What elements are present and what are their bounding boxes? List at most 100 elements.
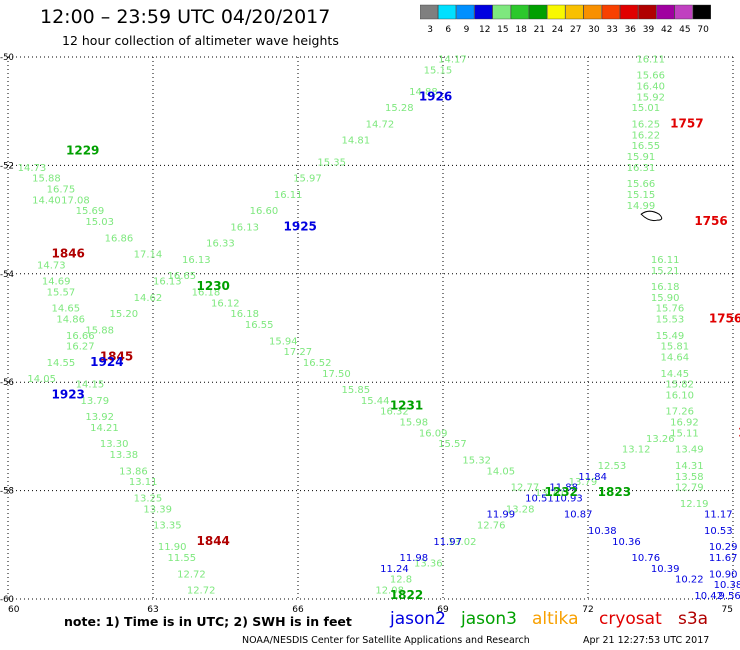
swh-value: 16.75 [47, 185, 76, 196]
pass-time-label: 1924 [90, 355, 123, 369]
satellite-legend-jason3: jason3 [461, 609, 517, 629]
swh-value: 10.87 [564, 510, 593, 521]
y-tick-label: -54 [0, 270, 14, 280]
swh-value: 15.15 [627, 190, 656, 201]
swh-value: 10.29 [709, 542, 738, 553]
pass-time-label: 1232 [545, 485, 578, 499]
timestamp-text: Apr 21 12:27:53 UTC 2017 [583, 635, 709, 646]
swh-value: 14.62 [134, 293, 163, 304]
swh-value: 14.31 [675, 461, 704, 472]
pass-time-label: 1756 [694, 214, 727, 228]
swh-value: 11.17 [704, 510, 733, 521]
swh-value: 15.91 [627, 152, 656, 163]
swh-value: 14.73 [37, 260, 66, 271]
swh-value: 15.66 [627, 179, 656, 190]
swh-value: 15.20 [110, 309, 139, 320]
swh-value: 11.97 [433, 537, 462, 548]
swh-value: 12.8 [390, 575, 412, 586]
swh-value: 14.64 [661, 353, 690, 364]
swh-value: 16.18 [651, 282, 680, 293]
swh-value: 14.55 [47, 358, 76, 369]
swh-value: 17.27 [284, 347, 313, 358]
swh-value: 14.17 [438, 54, 467, 65]
swh-value: 11.84 [578, 472, 607, 483]
swh-value: 16.11 [651, 255, 680, 266]
swh-value: 13.38 [110, 450, 139, 461]
swh-value: 15.81 [661, 342, 690, 353]
swh-value: 14.65 [52, 304, 81, 315]
swh-value: 14.73 [18, 163, 47, 174]
swh-value: 15.15 [424, 65, 453, 76]
swh-value: 16.13 [230, 222, 259, 233]
swh-value: 15.32 [462, 456, 491, 467]
pass-time-label: 1823 [598, 485, 631, 499]
swh-value: 13.35 [153, 521, 182, 532]
swh-value: 16.27 [66, 342, 95, 353]
swh-value: 15.57 [47, 287, 76, 298]
swh-value: 16.13 [153, 277, 182, 288]
swh-value: 14.40 [32, 195, 61, 206]
swh-value: 16.86 [105, 233, 134, 244]
swh-value: 16.11 [274, 190, 303, 201]
swh-value: 15.97 [293, 174, 322, 185]
swh-value: 14.86 [56, 315, 85, 326]
swh-value: 10.39 [651, 564, 680, 575]
swh-value: 16.33 [206, 239, 235, 250]
satellite-legend-jason2: jason2 [390, 609, 446, 629]
swh-value: 16.11 [636, 54, 665, 65]
pass-time-label: 1757 [670, 116, 703, 130]
swh-value: 16.18 [230, 309, 259, 320]
swh-value: 16.66 [66, 331, 95, 342]
swh-value: 15.21 [651, 266, 680, 277]
swh-value: 15.82 [665, 380, 694, 391]
swh-value: 15.88 [32, 174, 61, 185]
credit-text: NOAA/NESDIS Center for Satellite Applica… [242, 635, 530, 646]
swh-value: 11.67 [709, 553, 738, 564]
swh-value: 13.49 [675, 445, 704, 456]
swh-value: 12.19 [680, 499, 709, 510]
swh-value: 17.14 [134, 250, 163, 261]
y-tick-label: -52 [0, 161, 14, 171]
swh-value: 10.22 [675, 575, 704, 586]
swh-value: 16.92 [670, 418, 699, 429]
swh-value: 13.39 [143, 504, 172, 515]
swh-value: 14.69 [42, 277, 71, 288]
swh-value: 16.31 [627, 163, 656, 174]
swh-value: 16.12 [211, 298, 240, 309]
swh-value: 15.69 [76, 206, 105, 217]
swh-value: 10.90 [709, 569, 738, 580]
swh-value: 16.40 [636, 82, 665, 93]
swh-value: 15.76 [656, 304, 685, 315]
swh-value: 14.81 [342, 136, 371, 147]
pass-time-label: 1926 [419, 89, 452, 103]
pass-time-label: 1923 [52, 387, 85, 401]
swh-value: 15.92 [636, 92, 665, 103]
swh-value: 15.90 [651, 293, 680, 304]
swh-value: 14.99 [627, 201, 656, 212]
swh-value: 13.58 [675, 472, 704, 483]
swh-value: 15.03 [85, 217, 114, 228]
swh-value: 12.72 [187, 586, 216, 597]
pass-time-label: 1844 [197, 534, 230, 548]
swh-value: 10.38 [588, 526, 617, 537]
y-tick-label: -58 [0, 487, 14, 497]
pass-time-label: 1756 [709, 312, 740, 326]
swh-value: 11.99 [487, 510, 516, 521]
swh-value: 14.05 [27, 374, 56, 385]
swh-value: 15.94 [269, 336, 298, 347]
swh-value: 16.52 [303, 358, 332, 369]
swh-value: 13.30 [100, 439, 129, 450]
pass-time-label: 1822 [390, 588, 423, 602]
swh-value: 15.53 [656, 315, 685, 326]
x-tick-label: 60 [8, 605, 20, 615]
satellite-legend-s3a: s3a [678, 609, 708, 629]
swh-value: 13.12 [622, 445, 651, 456]
swh-value: 14.05 [487, 466, 516, 477]
swh-value: 13.26 [646, 434, 675, 445]
swh-value: 17.26 [665, 407, 694, 418]
swh-value: 13.25 [134, 493, 163, 504]
footer-note: note: 1) Time is in UTC; 2) SWH is in fe… [64, 614, 352, 629]
swh-value: 15.66 [636, 71, 665, 82]
swh-value: 13.86 [119, 466, 148, 477]
swh-value: 15.98 [400, 418, 429, 429]
